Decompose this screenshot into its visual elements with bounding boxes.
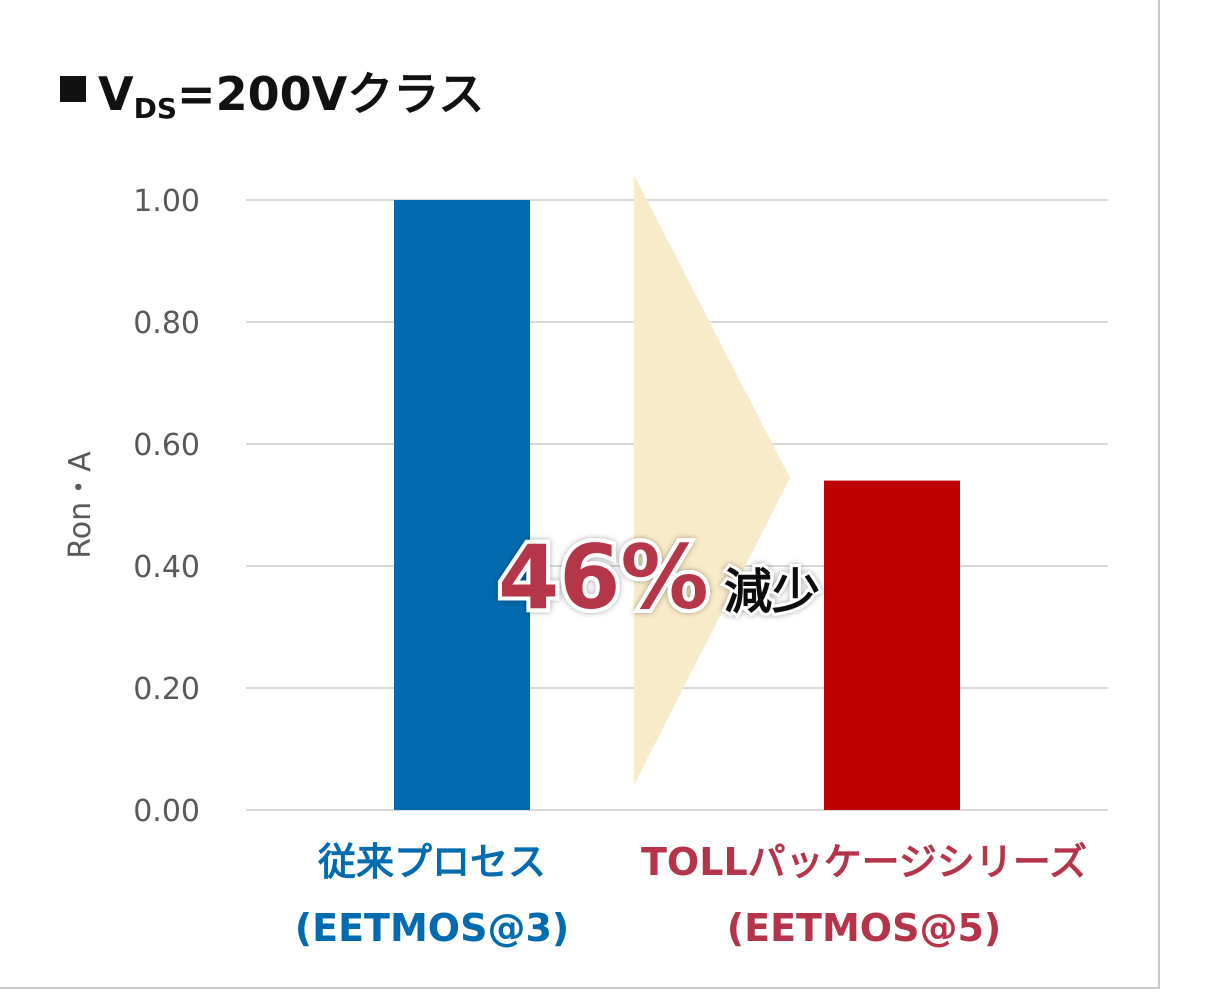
y-tick-label: 0.40 (133, 550, 200, 585)
category-label-2-line-2: (EETMOS@5) (727, 906, 1002, 950)
y-tick-label: 0.20 (133, 672, 200, 707)
title-main: V (98, 67, 134, 121)
bar-2 (824, 480, 960, 810)
chart-title: VDS=200Vクラス (60, 58, 484, 125)
y-tick-label: 0.00 (133, 794, 200, 829)
category-labels: 従来プロセス (EETMOS@3) TOLLパッケージシリーズ (EETMOS@5) (295, 840, 1087, 950)
chart-frame (0, 0, 1160, 989)
y-axis-title: Ron・A (63, 451, 98, 559)
y-tick-label: 0.80 (133, 306, 200, 341)
square-bullet-icon (60, 76, 86, 102)
bar-1 (394, 200, 530, 810)
y-tick-label: 1.00 (133, 184, 200, 219)
title-rest: =200Vクラス (177, 67, 485, 121)
category-label-1-line-1: 従来プロセス (317, 840, 546, 884)
y-axis-ticks: 0.00 0.20 0.40 0.60 0.80 1.00 (133, 184, 200, 829)
reduction-percent: 46% (498, 526, 709, 629)
y-tick-label: 0.60 (133, 428, 200, 463)
reduction-word: 減少 (724, 564, 820, 620)
bars (394, 200, 960, 810)
category-label-2-line-1: TOLLパッケージシリーズ (641, 840, 1087, 884)
title-subscript: DS (133, 92, 178, 125)
reduction-arrow-icon (634, 175, 790, 785)
category-label-1-line-2: (EETMOS@3) (295, 906, 570, 950)
reduction-annotation: 46% 減少 (494, 522, 823, 633)
